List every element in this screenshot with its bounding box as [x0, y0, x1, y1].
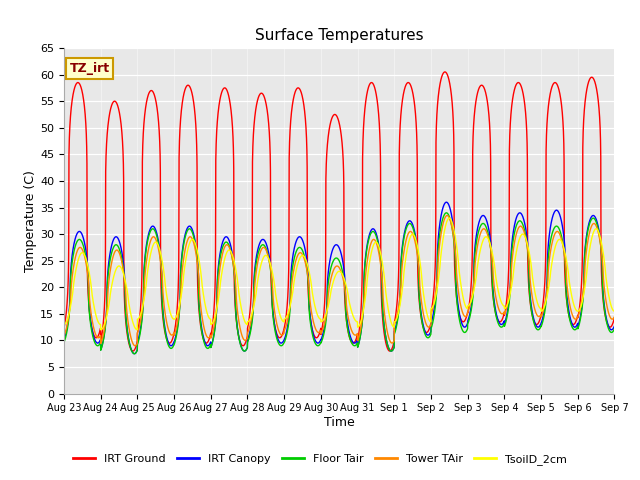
IRT Canopy — [159, 309, 167, 315]
IRT Canopy — [494, 317, 502, 323]
Tower TAir — [611, 314, 618, 320]
Tower TAir — [131, 343, 139, 348]
TsoilD_2cm — [97, 327, 104, 333]
IRT Ground — [611, 315, 618, 321]
Text: TZ_irt: TZ_irt — [70, 62, 109, 75]
Line: IRT Ground: IRT Ground — [64, 72, 614, 351]
IRT Canopy — [443, 199, 451, 205]
Line: Tower TAir: Tower TAir — [64, 216, 614, 346]
Tower TAir — [610, 315, 618, 321]
TsoilD_2cm — [463, 305, 470, 311]
IRT Ground — [319, 322, 326, 327]
IRT Canopy — [611, 323, 618, 329]
Floor Tair — [159, 312, 167, 317]
IRT Canopy — [319, 332, 326, 337]
Legend: IRT Ground, IRT Canopy, Floor Tair, Tower TAir, TsoilD_2cm: IRT Ground, IRT Canopy, Floor Tair, Towe… — [68, 450, 572, 469]
TsoilD_2cm — [494, 287, 502, 292]
Floor Tair — [131, 351, 138, 357]
IRT Ground — [610, 317, 618, 323]
Floor Tair — [611, 326, 618, 332]
TsoilD_2cm — [60, 322, 68, 327]
IRT Ground — [60, 325, 68, 331]
Line: IRT Canopy: IRT Canopy — [64, 202, 614, 354]
Tower TAir — [159, 291, 167, 297]
Y-axis label: Temperature (C): Temperature (C) — [24, 170, 37, 272]
Floor Tair — [60, 339, 68, 345]
IRT Ground — [494, 317, 502, 323]
Tower TAir — [444, 213, 451, 218]
IRT Canopy — [432, 289, 440, 295]
Line: TsoilD_2cm: TsoilD_2cm — [64, 218, 614, 330]
IRT Ground — [441, 69, 449, 75]
TsoilD_2cm — [611, 308, 618, 314]
IRT Canopy — [463, 323, 470, 328]
IRT Canopy — [610, 324, 618, 330]
Tower TAir — [494, 304, 502, 310]
Title: Surface Temperatures: Surface Temperatures — [255, 28, 424, 43]
IRT Canopy — [131, 351, 138, 357]
Tower TAir — [463, 313, 470, 319]
IRT Ground — [129, 348, 137, 354]
IRT Canopy — [60, 336, 68, 342]
TsoilD_2cm — [610, 308, 618, 314]
Tower TAir — [432, 287, 440, 292]
TsoilD_2cm — [159, 264, 167, 269]
Floor Tair — [494, 320, 502, 325]
Floor Tair — [463, 328, 470, 334]
TsoilD_2cm — [432, 292, 440, 298]
Floor Tair — [432, 296, 440, 301]
Floor Tair — [319, 336, 326, 341]
IRT Ground — [159, 316, 167, 322]
Line: Floor Tair: Floor Tair — [64, 213, 614, 354]
IRT Ground — [432, 132, 440, 138]
Tower TAir — [319, 327, 326, 333]
Floor Tair — [610, 327, 618, 333]
TsoilD_2cm — [319, 318, 326, 324]
X-axis label: Time: Time — [324, 416, 355, 429]
Floor Tair — [443, 210, 451, 216]
IRT Ground — [463, 313, 470, 319]
TsoilD_2cm — [445, 215, 453, 221]
Tower TAir — [60, 333, 68, 338]
